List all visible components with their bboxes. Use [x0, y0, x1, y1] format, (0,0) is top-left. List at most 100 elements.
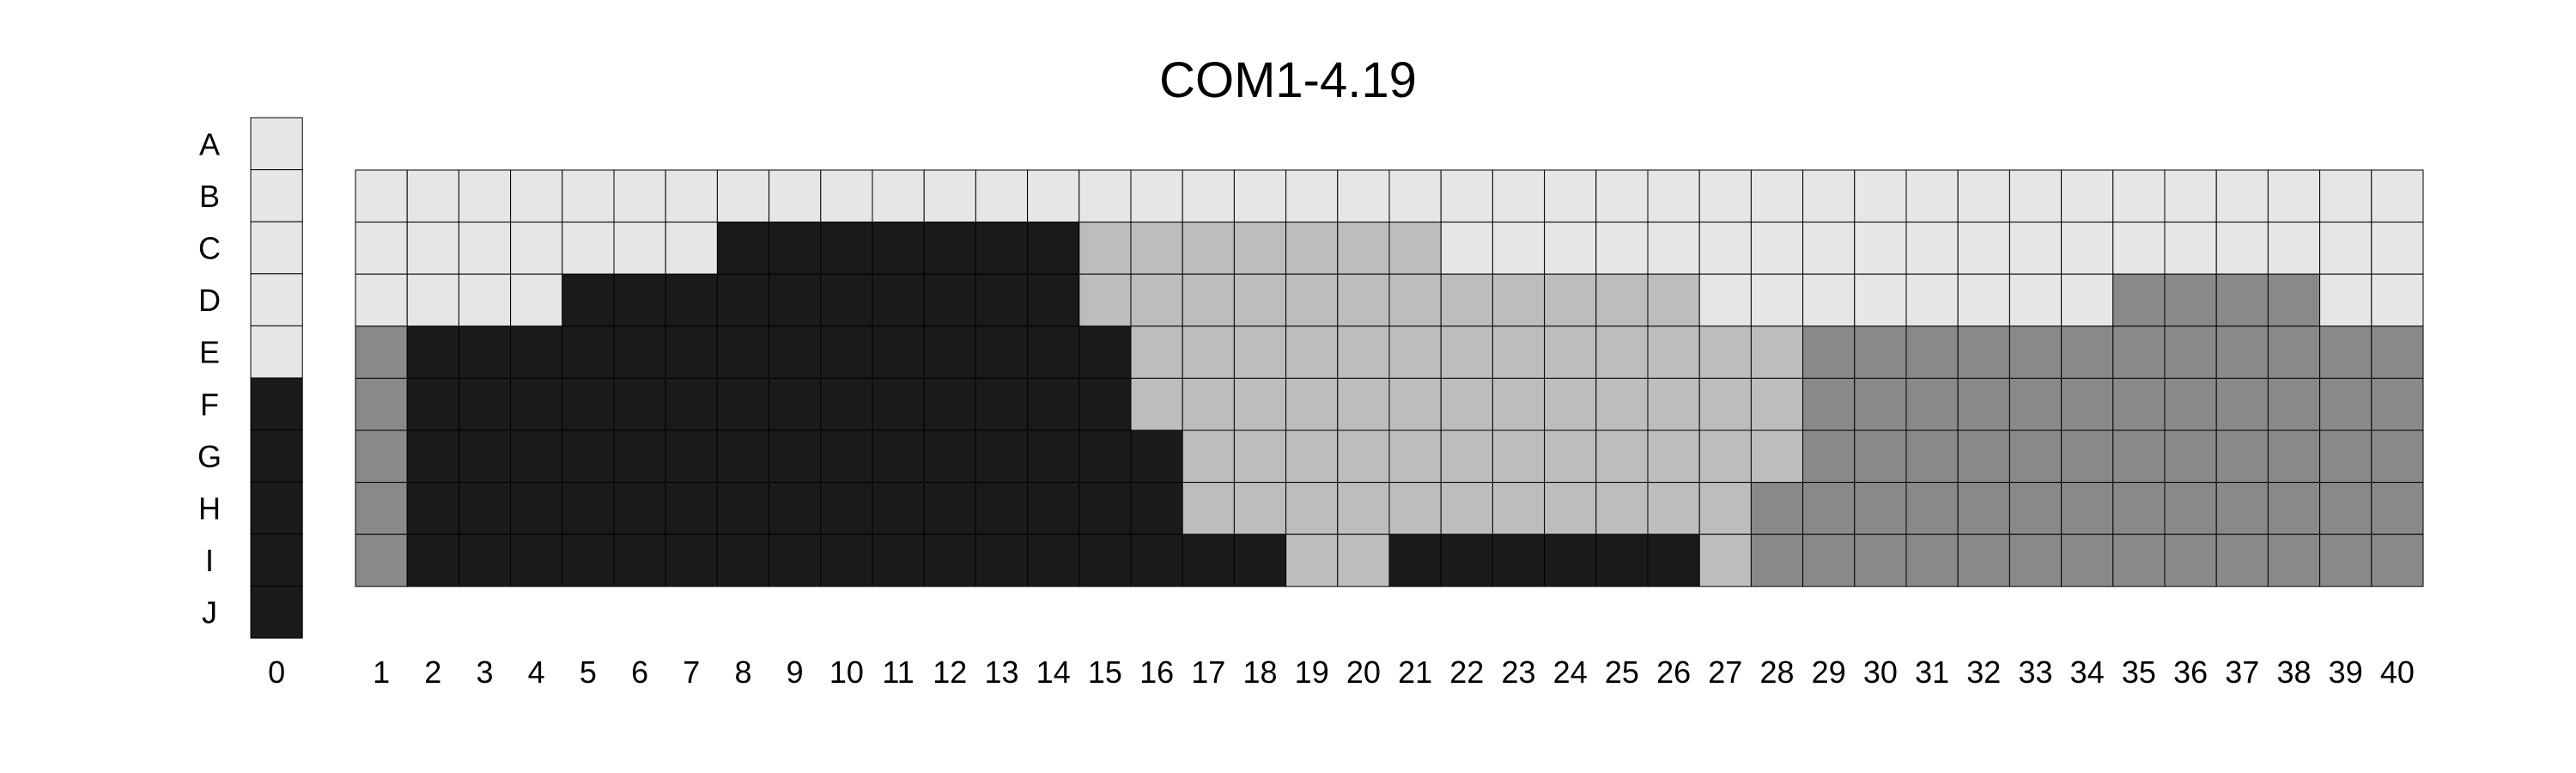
heatmap-cell-E10 [820, 326, 873, 379]
heatmap-cell-E14 [1027, 326, 1080, 379]
heatmap-cell-G37 [2215, 429, 2269, 484]
column-label-24: 24 [1553, 654, 1588, 690]
column-label-33: 33 [2018, 654, 2052, 690]
heatmap-cell-B38 [2267, 169, 2321, 223]
heatmap-cell-F7 [665, 377, 718, 431]
heatmap-cell-B8 [716, 169, 770, 223]
row-label-H: H [198, 491, 221, 526]
heatmap-cell-H24 [1544, 482, 1597, 535]
heatmap-cell-D30 [1854, 273, 1907, 327]
heatmap-cell-C14 [1027, 222, 1080, 275]
heatmap-cell-C24 [1544, 222, 1597, 275]
heatmap-cell-I29 [1802, 533, 1856, 587]
column-label-38: 38 [2276, 654, 2311, 690]
heatmap-cell-H20 [1337, 482, 1390, 535]
heatmap-cell-D9 [769, 273, 822, 327]
heatmap-cell-B39 [2319, 169, 2372, 223]
column-label-30: 30 [1863, 654, 1898, 690]
heatmap-cell-C12 [923, 222, 976, 275]
heatmap-cell-I22 [1440, 533, 1493, 587]
heatmap-cell-D29 [1802, 273, 1856, 327]
heatmap-cell-G35 [2112, 429, 2166, 484]
heatmap-cell-B25 [1595, 169, 1649, 223]
heatmap-cell-I26 [1647, 533, 1700, 587]
heatmap-cell-E25 [1595, 326, 1649, 379]
heatmap-cell-G36 [2164, 429, 2217, 484]
row-label-C: C [198, 231, 221, 266]
heatmap-cell-F4 [510, 377, 563, 431]
heatmap-cell-B17 [1182, 169, 1235, 223]
heatmap-cell-F12 [923, 377, 976, 431]
heatmap-cell-C28 [1750, 222, 1804, 275]
heatmap-cell-C3 [458, 222, 512, 275]
heatmap-cell-C30 [1854, 222, 1907, 275]
column-label-26: 26 [1656, 654, 1691, 690]
heatmap-cell-F3 [458, 377, 512, 431]
heatmap-cell-E31 [1905, 326, 1959, 379]
heatmap-cell-B13 [975, 169, 1029, 223]
heatmap-cell-F1 [355, 377, 408, 431]
heatmap-cell-D20 [1337, 273, 1390, 327]
heatmap-cell-D8 [716, 273, 770, 327]
heatmap-cell-F17 [1182, 377, 1235, 431]
heatmap-cell-C33 [2008, 222, 2063, 275]
row-label-E: E [199, 335, 220, 370]
heatmap-cell-C25 [1595, 222, 1649, 275]
heatmap-cell-F23 [1492, 377, 1546, 431]
heatmap-cell-D21 [1388, 273, 1442, 327]
heatmap-cell-C2 [406, 222, 459, 275]
heatmap-cell-E32 [1957, 326, 2010, 379]
heatmap-cell-C16 [1130, 222, 1183, 275]
heatmap-cell-I8 [716, 533, 770, 587]
heatmap-cell-E29 [1802, 326, 1856, 379]
heatmap-cell-D32 [1957, 273, 2010, 327]
heatmap-cell-F28 [1750, 377, 1804, 431]
reference-cell-G [250, 429, 303, 483]
column-label-22: 22 [1449, 654, 1484, 690]
heatmap-cell-I33 [2008, 533, 2063, 587]
reference-cell-H [250, 481, 303, 535]
heatmap-cell-H33 [2008, 482, 2063, 535]
column-label-5: 5 [580, 654, 597, 690]
heatmap-cell-I3 [458, 533, 512, 587]
heatmap-cell-F35 [2112, 377, 2166, 431]
column-label-12: 12 [933, 654, 967, 690]
heatmap-cell-C29 [1802, 222, 1856, 275]
heatmap-cell-H31 [1905, 482, 1959, 535]
heatmap-cell-E34 [2061, 326, 2114, 379]
heatmap-cell-I34 [2061, 533, 2114, 587]
column-label-7: 7 [683, 654, 700, 690]
heatmap-cell-E8 [716, 326, 770, 379]
heatmap-cell-C11 [872, 222, 925, 275]
heatmap-cell-F33 [2008, 377, 2063, 431]
heatmap-cell-H12 [923, 482, 976, 535]
heatmap-cell-B22 [1440, 169, 1493, 223]
heatmap-cell-D36 [2164, 273, 2217, 327]
reference-cell-D [250, 273, 303, 326]
heatmap-cell-D6 [613, 273, 666, 327]
heatmap-cell-F27 [1698, 377, 1752, 431]
heatmap-cell-D14 [1027, 273, 1080, 327]
heatmap-cell-F8 [716, 377, 770, 431]
heatmap-cell-E26 [1647, 326, 1700, 379]
heatmap-cell-F6 [613, 377, 666, 431]
heatmap-cell-F21 [1388, 377, 1442, 431]
heatmap-cell-H21 [1388, 482, 1442, 535]
heatmap-cell-B35 [2112, 169, 2166, 223]
heatmap-cell-G31 [1905, 429, 1959, 484]
heatmap-cell-H11 [872, 482, 925, 535]
heatmap-cell-C15 [1078, 222, 1132, 275]
column-label-11: 11 [882, 654, 914, 690]
heatmap-cell-D39 [2319, 273, 2372, 327]
heatmap-cell-G15 [1078, 429, 1132, 484]
row-label-I: I [205, 543, 214, 578]
heatmap-cell-B37 [2215, 169, 2269, 223]
row-label-D: D [198, 283, 221, 318]
heatmap-cell-B10 [820, 169, 873, 223]
heatmap-cell-E22 [1440, 326, 1493, 379]
heatmap-cell-I36 [2164, 533, 2217, 587]
heatmap-cell-E28 [1750, 326, 1804, 379]
heatmap-cell-B36 [2164, 169, 2217, 223]
heatmap-cell-H23 [1492, 482, 1546, 535]
heatmap-cell-D17 [1182, 273, 1235, 327]
